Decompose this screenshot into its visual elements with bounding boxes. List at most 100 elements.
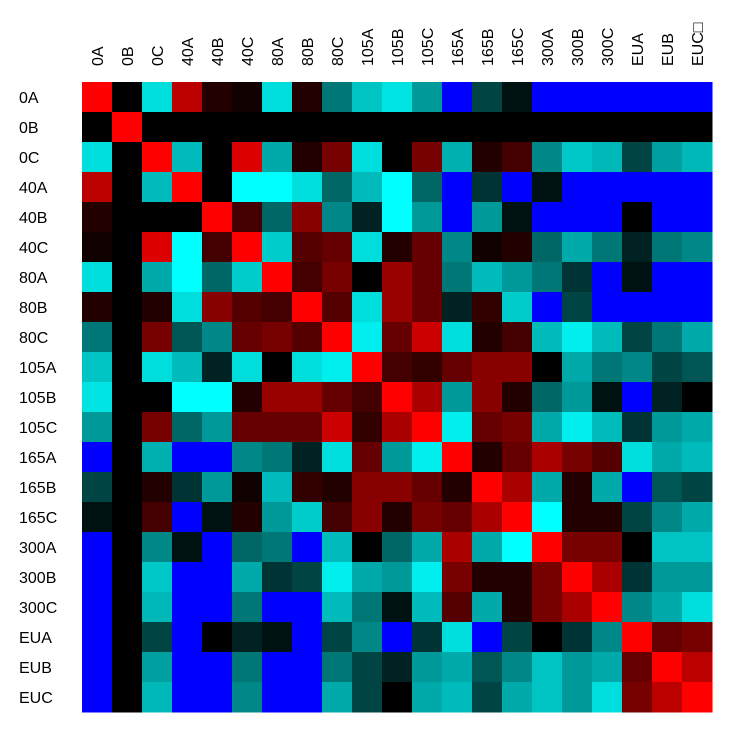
heatmap-cell [412, 592, 443, 623]
heatmap-cell [352, 142, 383, 173]
heatmap-cell [382, 112, 413, 143]
heatmap-cell [172, 322, 203, 353]
heatmap-cell [112, 172, 143, 203]
heatmap-cell [232, 412, 263, 443]
column-tick-label: EUA [630, 33, 647, 66]
heatmap-cell [142, 322, 173, 353]
heatmap-cell [292, 142, 323, 173]
heatmap-cell [262, 142, 293, 173]
heatmap-cell [172, 472, 203, 503]
heatmap-cell [532, 232, 563, 263]
heatmap-cell [472, 412, 503, 443]
heatmap-cell [442, 652, 473, 683]
heatmap-cell [532, 592, 563, 623]
heatmap-cell [622, 592, 653, 623]
heatmap-cell [592, 442, 623, 473]
heatmap-cell [352, 82, 383, 113]
row-tick-label: 40C [19, 240, 48, 257]
heatmap-cell [382, 262, 413, 293]
heatmap-cell [682, 592, 713, 623]
heatmap-cell [622, 292, 653, 323]
heatmap-cell [142, 142, 173, 173]
heatmap-cell [352, 232, 383, 263]
column-tick-label: 165B [480, 29, 497, 66]
heatmap-cell [352, 442, 383, 473]
heatmap-cell [112, 202, 143, 233]
row-tick-label: 165B [19, 480, 56, 497]
heatmap-cell [442, 202, 473, 233]
heatmap-cell [562, 112, 593, 143]
heatmap-cell [412, 532, 443, 563]
heatmap-cell [532, 472, 563, 503]
heatmap-cell [472, 532, 503, 563]
heatmap-cell [682, 352, 713, 383]
heatmap-cell [652, 202, 683, 233]
column-tick-label: 165C [510, 28, 527, 66]
heatmap-cell [322, 292, 353, 323]
heatmap-cell [562, 622, 593, 653]
heatmap-cell [412, 382, 443, 413]
heatmap-cell [292, 202, 323, 233]
heatmap-cell [352, 502, 383, 533]
heatmap-cell [142, 532, 173, 563]
heatmap-cell [562, 382, 593, 413]
heatmap-cell [562, 262, 593, 293]
heatmap-cell [172, 652, 203, 683]
heatmap-cell [202, 442, 233, 473]
heatmap-cell [262, 112, 293, 143]
heatmap-cell [172, 292, 203, 323]
heatmap-cell [532, 202, 563, 233]
heatmap-cell [322, 352, 353, 383]
heatmap-cell [322, 412, 353, 443]
heatmap-cell [202, 682, 233, 713]
heatmap-cell [532, 262, 563, 293]
heatmap-cell [202, 472, 233, 503]
heatmap-cell [202, 262, 233, 293]
heatmap-cell [262, 592, 293, 623]
heatmap-cell [352, 292, 383, 323]
heatmap-cell [322, 382, 353, 413]
heatmap-cell [532, 442, 563, 473]
heatmap-cell [112, 142, 143, 173]
heatmap-cell [232, 682, 263, 713]
heatmap-cell [682, 412, 713, 443]
heatmap-cell [262, 262, 293, 293]
heatmap-cell [202, 562, 233, 593]
heatmap-cell [442, 472, 473, 503]
row-tick-label: 165C [19, 510, 57, 527]
heatmap-cell [82, 412, 113, 443]
heatmap-cell [622, 652, 653, 683]
heatmap-cell [682, 682, 713, 713]
heatmap-cell [82, 592, 113, 623]
heatmap-cell [442, 502, 473, 533]
heatmap-cell [592, 202, 623, 233]
heatmap-cell [502, 352, 533, 383]
heatmap-cell [622, 682, 653, 713]
heatmap-cell [142, 682, 173, 713]
heatmap-cell [532, 562, 563, 593]
heatmap-cell [532, 412, 563, 443]
heatmap-cell [232, 202, 263, 233]
heatmap-cell [142, 502, 173, 533]
heatmap-cell [652, 532, 683, 563]
heatmap-cell [202, 172, 233, 203]
heatmap-cell [112, 262, 143, 293]
heatmap-cell [142, 412, 173, 443]
heatmap-cell [172, 172, 203, 203]
heatmap-cell [142, 232, 173, 263]
heatmap-cell [112, 292, 143, 323]
heatmap-cell [622, 622, 653, 653]
heatmap-cell [172, 232, 203, 263]
heatmap-cell [112, 112, 143, 143]
heatmap-cell [472, 502, 503, 533]
row-tick-label: 300A [19, 540, 57, 557]
heatmap-cell [172, 412, 203, 443]
heatmap-cell [112, 532, 143, 563]
heatmap-cell [202, 502, 233, 533]
heatmap-cell [292, 352, 323, 383]
heatmap-cell [112, 562, 143, 593]
heatmap-cell [532, 652, 563, 683]
heatmap-cell [352, 652, 383, 683]
heatmap-cell [472, 562, 503, 593]
row-tick-label: 105A [19, 360, 57, 377]
